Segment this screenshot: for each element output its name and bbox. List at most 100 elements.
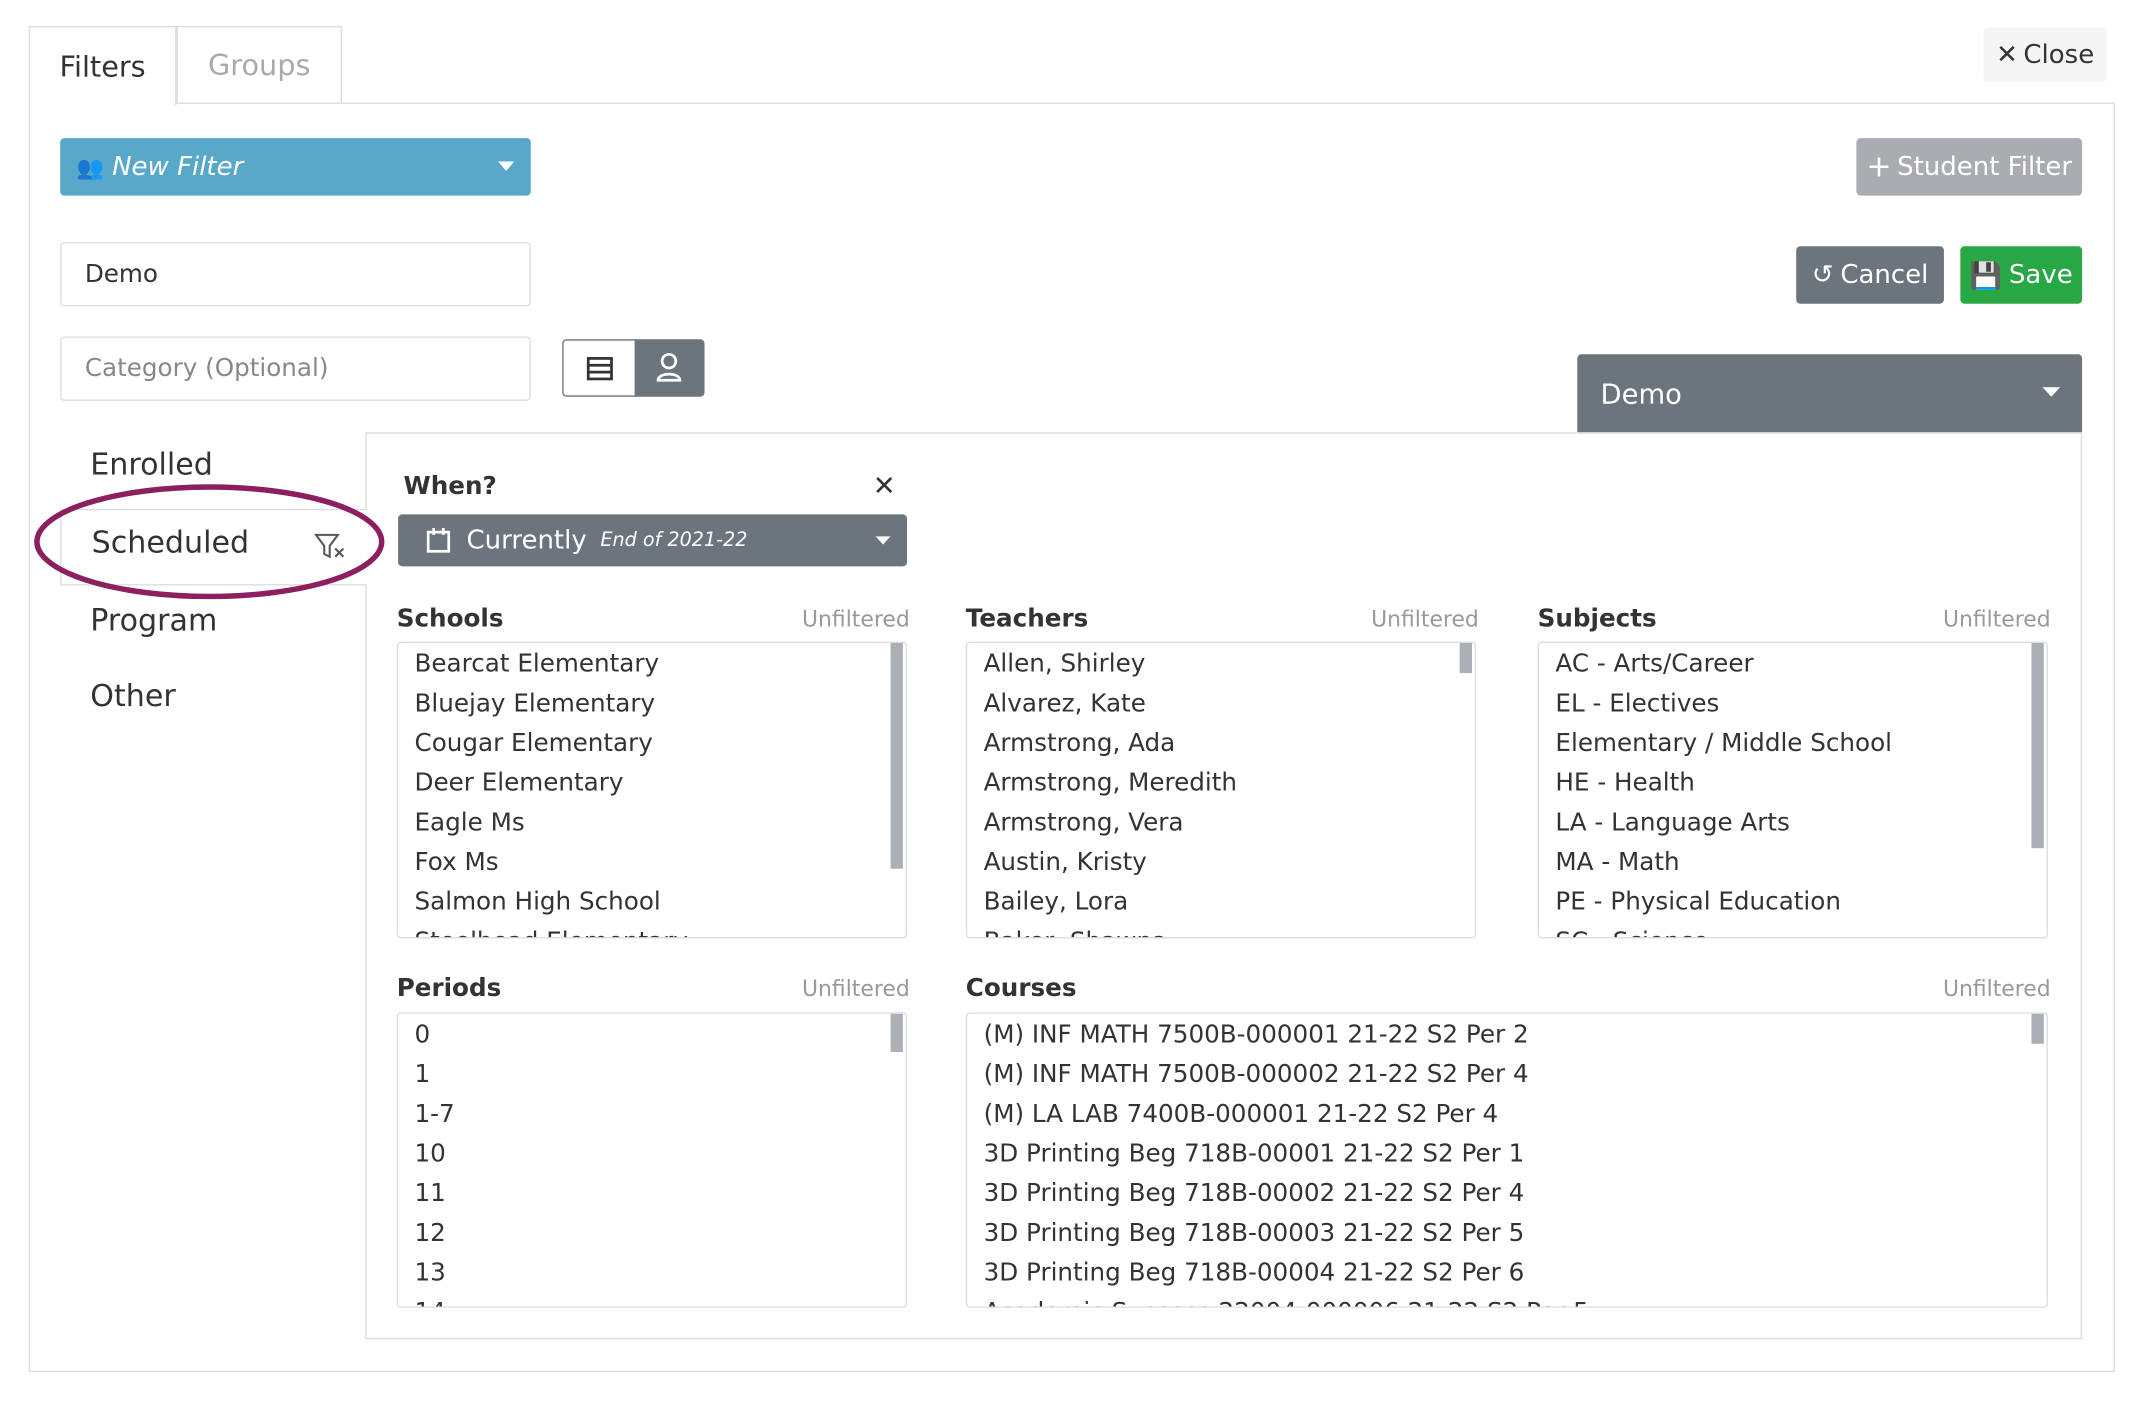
cancel-button[interactable]: ↺ Cancel xyxy=(1796,246,1944,304)
list-item[interactable]: (M) INF MATH 7500B-000002 21-22 S2 Per 4 xyxy=(983,1060,1529,1089)
close-button[interactable]: ✕ Close xyxy=(1983,27,2107,83)
caret xyxy=(497,161,515,171)
list-item[interactable]: 3D Printing Beg 718B-00004 21-22 S2 Per … xyxy=(983,1258,1525,1288)
panel-border xyxy=(28,102,2115,1373)
new-filter-label: New Filter xyxy=(112,151,244,182)
clear-filter-icon[interactable] xyxy=(312,531,350,564)
caret xyxy=(2042,387,2061,397)
list-item[interactable]: 13 xyxy=(414,1258,446,1288)
save-button[interactable]: 💾 Save xyxy=(1960,246,2083,304)
nav-item[interactable]: Program xyxy=(90,604,218,639)
student-filter-button[interactable]: + Student Filter xyxy=(1856,138,2083,196)
name-input[interactable]: Demo xyxy=(60,242,531,307)
list-item[interactable]: PE - Physical Education xyxy=(1555,887,1841,917)
list-item[interactable]: Austin, Kristy xyxy=(983,848,1147,877)
list-title: Courses xyxy=(965,974,1077,1003)
list-box: Bearcat Elementary Bluejay Elementary Coug… xyxy=(396,641,907,939)
person-icon xyxy=(656,352,682,382)
tab-groups[interactable]: Groups xyxy=(176,25,342,103)
close-label: Close xyxy=(2023,39,2095,70)
list-item[interactable]: Deer Elementary xyxy=(414,768,624,798)
list-item[interactable]: Cougar Elementary xyxy=(414,729,653,758)
list-item[interactable]: Elementary / Middle School xyxy=(1555,729,1893,758)
tab-filters[interactable]: Filters xyxy=(28,25,177,106)
scrollbar-thumb xyxy=(890,1013,903,1052)
list-item[interactable]: 0 xyxy=(414,1020,431,1050)
when-remove[interactable]: ✕ xyxy=(872,469,896,503)
caret xyxy=(875,536,891,545)
calendar-icon xyxy=(426,528,451,553)
list-item[interactable]: 3D Printing Beg 718B-00003 21-22 S2 Per … xyxy=(983,1218,1525,1248)
student-filter-label: Student Filter xyxy=(1897,151,2073,182)
list-item[interactable]: 3D Printing Beg 718B-00001 21-22 S2 Per … xyxy=(983,1139,1525,1169)
list-item[interactable]: 14 xyxy=(415,1293,446,1306)
when-label: When? xyxy=(403,471,497,501)
new-filter-button[interactable]: 👥 New Filter xyxy=(60,138,531,196)
list-item[interactable]: Academic Success 22004-000006 21-22 S2 P… xyxy=(984,1293,1589,1306)
list-status: Unfiltered xyxy=(802,975,910,1002)
table-icon xyxy=(586,357,613,381)
list-item[interactable]: HE - Health xyxy=(1555,768,1695,798)
list-item[interactable]: 1 xyxy=(414,1060,431,1089)
list-item[interactable]: (M) LA LAB 7400B-000001 21-22 S2 Per 4 xyxy=(983,1099,1499,1129)
list-item[interactable]: 11 xyxy=(414,1179,446,1208)
highlight-ellipse xyxy=(34,484,385,600)
when-select[interactable]: Currently End of 2021-22 xyxy=(398,514,907,567)
list-item[interactable]: 3D Printing Beg 718B-00002 21-22 S2 Per … xyxy=(983,1179,1525,1208)
list-item[interactable]: Armstrong, Ada xyxy=(983,729,1176,758)
list-item[interactable]: SC - Science xyxy=(1555,922,1708,938)
scrollbar-thumb xyxy=(1459,642,1472,674)
list-item[interactable]: 10 xyxy=(414,1139,446,1169)
list-status: Unfiltered xyxy=(1942,606,2051,633)
list-status: Unfiltered xyxy=(802,606,910,633)
scrollbar-thumb xyxy=(2031,642,2044,849)
list-item[interactable]: 12 xyxy=(414,1218,446,1248)
list-item[interactable]: Baker, Shawna xyxy=(984,922,1167,938)
nav-item[interactable]: Scheduled xyxy=(91,526,250,561)
list-title: Schools xyxy=(396,604,504,634)
group-select-label: Demo xyxy=(1600,376,1682,410)
when-detail: End of 2021-22 xyxy=(600,529,748,552)
person-view-toggle[interactable] xyxy=(634,339,705,397)
list-item[interactable]: Bearcat Elementary xyxy=(414,649,660,679)
category-input[interactable]: Category (Optional) xyxy=(60,336,531,401)
when-value: Currently xyxy=(466,525,587,556)
list-box: AC - Arts/Career EL - Electives Elementary… xyxy=(1537,641,2048,939)
list-item[interactable]: Armstrong, Meredith xyxy=(983,768,1238,798)
list-box: (M) INF MATH 7500B-000001 21-22 S2 Per 2… xyxy=(965,1012,2048,1308)
save-label: Save xyxy=(2008,259,2073,291)
list-item[interactable]: LA - Language Arts xyxy=(1555,808,1790,838)
list-item[interactable]: MA - Math xyxy=(1555,848,1680,877)
list-box: 0 1 1-7 10 11 12 13 14 xyxy=(396,1012,907,1308)
list-title: Subjects xyxy=(1537,604,1657,634)
list-item[interactable]: Bluejay Elementary xyxy=(414,689,656,719)
list-box: Allen, Shirley Alvarez, Kate Armstrong, Ad… xyxy=(965,641,1477,939)
list-item[interactable]: Armstrong, Vera xyxy=(983,808,1184,838)
list-item[interactable]: Salmon High School xyxy=(414,887,661,917)
content-box xyxy=(365,432,2083,1340)
list-item[interactable]: (M) INF MATH 7500B-000001 21-22 S2 Per 2 xyxy=(983,1020,1529,1050)
list-item[interactable]: AC - Arts/Career xyxy=(1555,649,1754,679)
list-item[interactable]: Fox Ms xyxy=(414,848,499,877)
list-item[interactable]: EL - Electives xyxy=(1555,689,1720,719)
list-item[interactable]: Bailey, Lora xyxy=(983,887,1129,917)
list-title: Teachers xyxy=(965,604,1089,634)
scrollbar-thumb xyxy=(890,642,903,869)
list-item[interactable]: Alvarez, Kate xyxy=(983,689,1146,719)
list-item[interactable]: Steelhead Elementary xyxy=(415,922,688,938)
nav-active-box xyxy=(60,508,367,586)
list-title: Periods xyxy=(396,974,502,1003)
cancel-label: Cancel xyxy=(1840,259,1929,291)
list-view-toggle[interactable] xyxy=(562,339,637,397)
nav-item[interactable]: Enrolled xyxy=(90,448,213,483)
list-status: Unfiltered xyxy=(1942,975,2051,1002)
nav-item[interactable]: Other xyxy=(90,679,176,715)
list-item[interactable]: Eagle Ms xyxy=(414,808,525,838)
scrollbar-thumb xyxy=(2031,1013,2044,1044)
list-status: Unfiltered xyxy=(1371,606,1479,633)
list-item[interactable]: Allen, Shirley xyxy=(983,649,1146,679)
group-select[interactable]: Demo xyxy=(1577,354,2083,433)
list-item[interactable]: 1-7 xyxy=(414,1099,455,1129)
